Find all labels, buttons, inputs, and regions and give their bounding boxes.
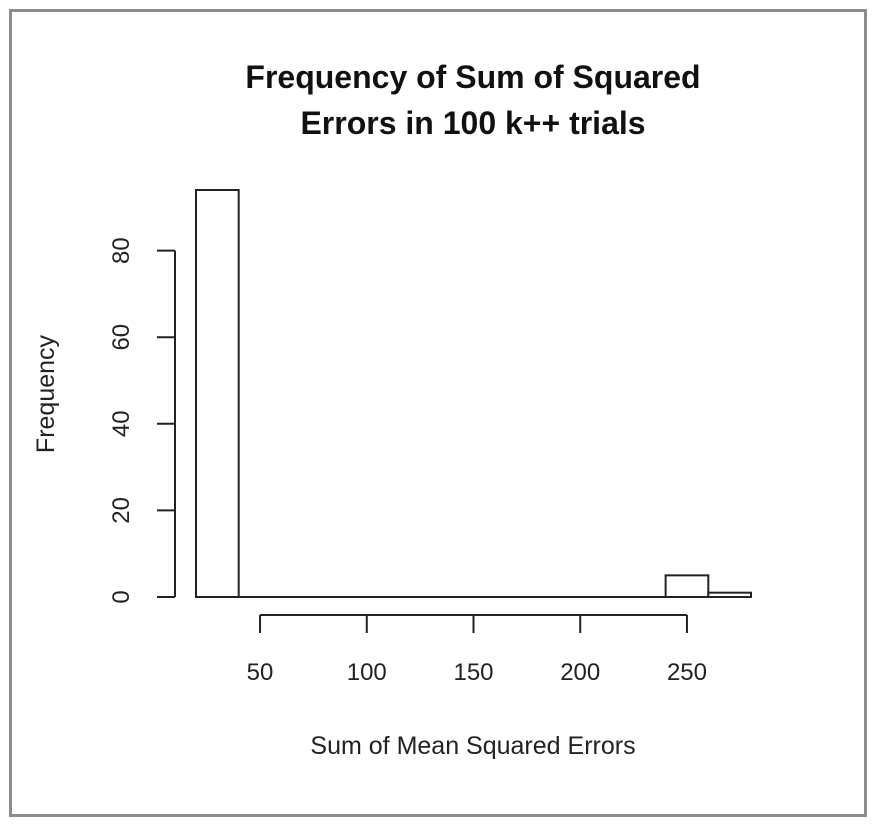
- x-tick-label: 150: [453, 659, 493, 686]
- y-axis-label: Frequency: [32, 334, 60, 453]
- histogram-bar: [195, 189, 240, 598]
- x-axis: 50 100 150 200 250: [247, 614, 707, 686]
- y-tick-label: 80: [108, 237, 135, 264]
- y-axis: 0 20 40 60 80: [108, 237, 176, 604]
- chart-title-line-1: Frequency of Sum of Squared: [245, 59, 700, 95]
- y-tick-label: 60: [108, 324, 135, 351]
- x-tick-label: 250: [667, 659, 707, 686]
- histogram-bar: [664, 574, 710, 599]
- chart-title-line-2: Errors in 100 k++ trials: [300, 105, 645, 141]
- y-tick-label: 20: [108, 497, 135, 524]
- y-tick-label: 40: [108, 410, 135, 437]
- x-axis-label: Sum of Mean Squared Errors: [310, 732, 635, 760]
- y-tick-label: 0: [108, 590, 135, 603]
- x-tick-label: 200: [560, 659, 600, 686]
- histogram-bar: [707, 591, 752, 599]
- x-tick-label: 50: [247, 659, 274, 686]
- chart-frame: [9, 9, 867, 817]
- x-tick-label: 100: [347, 659, 387, 686]
- histogram-bars: [195, 189, 752, 599]
